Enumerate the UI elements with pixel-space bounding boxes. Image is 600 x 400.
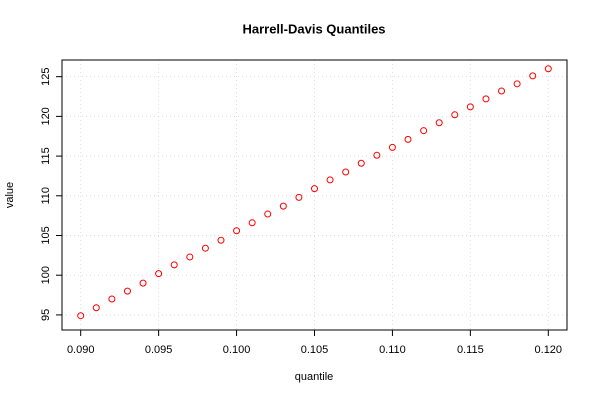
point bbox=[139, 279, 147, 287]
point bbox=[404, 135, 412, 143]
point bbox=[435, 119, 443, 127]
point bbox=[529, 72, 537, 80]
y-tick-label: 125 bbox=[40, 67, 52, 85]
point bbox=[170, 261, 178, 269]
point bbox=[264, 210, 272, 218]
point bbox=[482, 95, 490, 103]
point bbox=[123, 287, 131, 295]
point bbox=[92, 304, 100, 312]
point bbox=[186, 253, 194, 261]
x-tick-label: 0.105 bbox=[301, 344, 329, 356]
chart-title: Harrell-Davis Quantiles bbox=[242, 21, 385, 36]
point bbox=[498, 87, 506, 95]
y-tick-label: 105 bbox=[40, 226, 52, 244]
point bbox=[77, 312, 85, 320]
y-axis-label: value bbox=[4, 182, 16, 208]
point bbox=[155, 270, 163, 278]
x-tick-label: 0.090 bbox=[67, 344, 95, 356]
y-tick-label: 115 bbox=[40, 147, 52, 165]
y-tick-label: 120 bbox=[40, 107, 52, 125]
y-tick-label: 110 bbox=[40, 187, 52, 205]
y-tick-label: 100 bbox=[40, 266, 52, 284]
point bbox=[466, 103, 474, 111]
plot-frame bbox=[61, 59, 568, 331]
point bbox=[233, 227, 241, 235]
point bbox=[108, 295, 116, 303]
point bbox=[279, 202, 287, 210]
y-tick-label: 95 bbox=[40, 309, 52, 321]
point bbox=[451, 111, 459, 119]
x-tick-label: 0.115 bbox=[457, 344, 484, 356]
point bbox=[420, 127, 428, 135]
x-tick-label: 0.120 bbox=[535, 344, 563, 356]
point bbox=[544, 65, 552, 73]
x-tick-label: 0.095 bbox=[145, 344, 173, 356]
x-tick-label: 0.110 bbox=[379, 344, 406, 356]
point bbox=[342, 168, 350, 176]
point bbox=[248, 219, 256, 227]
point bbox=[217, 236, 225, 244]
point bbox=[295, 193, 303, 201]
x-axis-label: quantile bbox=[295, 371, 334, 383]
point bbox=[513, 80, 521, 88]
point bbox=[311, 185, 318, 193]
point bbox=[326, 176, 334, 184]
point bbox=[201, 244, 209, 252]
point bbox=[357, 159, 365, 167]
x-tick-label: 0.100 bbox=[223, 344, 251, 356]
point bbox=[388, 143, 396, 151]
point bbox=[373, 151, 381, 159]
